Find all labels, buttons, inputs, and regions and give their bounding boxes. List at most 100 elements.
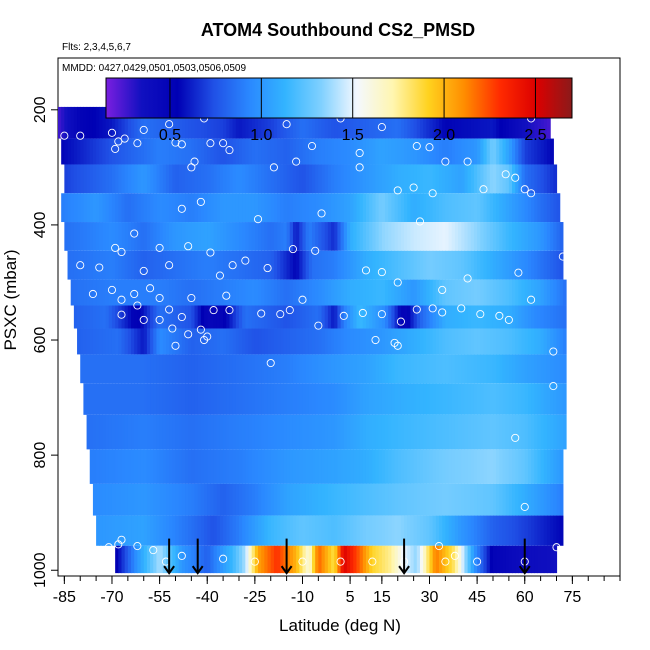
- heatmap-cell: [477, 305, 481, 329]
- heatmap-cell: [194, 449, 199, 484]
- heatmap-cell: [315, 164, 319, 194]
- observation-point: [355, 163, 364, 172]
- heatmap-cell: [381, 449, 386, 484]
- heatmap-cell: [397, 164, 402, 194]
- observation-point: [177, 204, 186, 213]
- heatmap-cell: [153, 545, 158, 574]
- heatmap-cell: [131, 449, 135, 484]
- heatmap-cell: [115, 305, 119, 329]
- heatmap-cell: [305, 279, 310, 306]
- heatmap-cell: [518, 414, 523, 450]
- heatmap-cell: [445, 545, 450, 574]
- heatmap-cell: [204, 515, 208, 546]
- heatmap-cell: [378, 545, 383, 574]
- heatmap-cell: [232, 483, 237, 516]
- heatmap-cell: [556, 193, 561, 223]
- heatmap-cell: [385, 383, 389, 415]
- heatmap-cell: [324, 515, 329, 546]
- heatmap-cell: [302, 106, 307, 139]
- heatmap-cell: [70, 138, 75, 165]
- heatmap-cell: [127, 138, 132, 165]
- heatmap-cell: [340, 106, 345, 139]
- heatmap-cell: [321, 545, 326, 574]
- heatmap-cell: [134, 545, 138, 574]
- heatmap-cell: [372, 545, 377, 574]
- heatmap-cell: [483, 515, 488, 546]
- heatmap-cell: [185, 106, 189, 139]
- heatmap-cell: [499, 193, 504, 223]
- heatmap-cell: [410, 545, 415, 574]
- heatmap-cell: [562, 305, 567, 329]
- heatmap-cell: [146, 515, 151, 546]
- heatmap-cell: [143, 483, 148, 516]
- heatmap-cell: [470, 483, 475, 516]
- heatmap-cell: [124, 305, 129, 329]
- heatmap-cell: [115, 383, 119, 415]
- heatmap-cell: [118, 193, 123, 223]
- heatmap-cell: [102, 138, 107, 165]
- heatmap-cell: [188, 483, 192, 516]
- heatmap-cell: [521, 138, 526, 165]
- heatmap-cell: [461, 545, 466, 574]
- heatmap-cell: [229, 138, 234, 165]
- heatmap-cell: [483, 138, 488, 165]
- heatmap-cell: [197, 414, 202, 450]
- heatmap-cell: [312, 449, 316, 484]
- heatmap-cell: [410, 279, 415, 306]
- heatmap-cell: [127, 483, 132, 516]
- observation-point: [133, 301, 142, 310]
- heatmap-cell: [153, 279, 158, 306]
- heatmap-cell: [137, 449, 142, 484]
- heatmap-cell: [150, 354, 154, 384]
- heatmap-cell: [534, 383, 539, 415]
- heatmap-cell: [515, 305, 519, 329]
- heatmap-cell: [172, 138, 177, 165]
- heatmap-cell: [356, 545, 361, 574]
- observation-point: [298, 295, 307, 304]
- heatmap-cell: [197, 164, 202, 194]
- heatmap-cell: [546, 138, 551, 165]
- heatmap-cell: [200, 483, 205, 516]
- heatmap-cell: [531, 515, 535, 546]
- heatmap-cell: [508, 328, 513, 355]
- heatmap-cell: [372, 483, 377, 516]
- heatmap-cell: [108, 138, 113, 165]
- heatmap-cell: [232, 545, 237, 574]
- heatmap-cell: [327, 483, 332, 516]
- heatmap-cell: [477, 383, 481, 415]
- heatmap-cell: [391, 106, 396, 139]
- heatmap-cell: [61, 138, 65, 165]
- heatmap-cell: [115, 483, 119, 516]
- observation-point: [393, 278, 402, 287]
- observation-point: [196, 197, 205, 206]
- heatmap-cell: [312, 164, 316, 194]
- heatmap-cell: [191, 138, 196, 165]
- heatmap-cell: [512, 545, 516, 574]
- heatmap-cell: [397, 483, 402, 516]
- heatmap-cell: [531, 279, 535, 306]
- heatmap-cell: [423, 383, 427, 415]
- heatmap-cell: [111, 250, 116, 280]
- heatmap-cell: [419, 305, 424, 329]
- heatmap-cell: [435, 164, 440, 194]
- heatmap-cell: [378, 305, 383, 329]
- heatmap-cell: [435, 305, 440, 329]
- heatmap-cell: [312, 250, 316, 280]
- heatmap-cell: [562, 383, 567, 415]
- heatmap-cell: [178, 106, 183, 139]
- heatmap-cell: [156, 483, 161, 516]
- observation-point: [514, 268, 523, 277]
- heatmap-cell: [286, 164, 291, 194]
- heatmap-cell: [277, 328, 281, 355]
- heatmap-cell: [99, 164, 104, 194]
- heatmap-cell: [543, 164, 548, 194]
- heatmap-cell: [515, 250, 519, 280]
- heatmap-cell: [124, 193, 129, 223]
- heatmap-cell: [127, 545, 132, 574]
- heatmap-cell: [467, 222, 472, 251]
- heatmap-cell: [261, 328, 265, 355]
- heatmap-cell: [134, 279, 138, 306]
- heatmap-cell: [483, 354, 488, 384]
- heatmap-cell: [92, 222, 97, 251]
- heatmap-cell: [445, 354, 450, 384]
